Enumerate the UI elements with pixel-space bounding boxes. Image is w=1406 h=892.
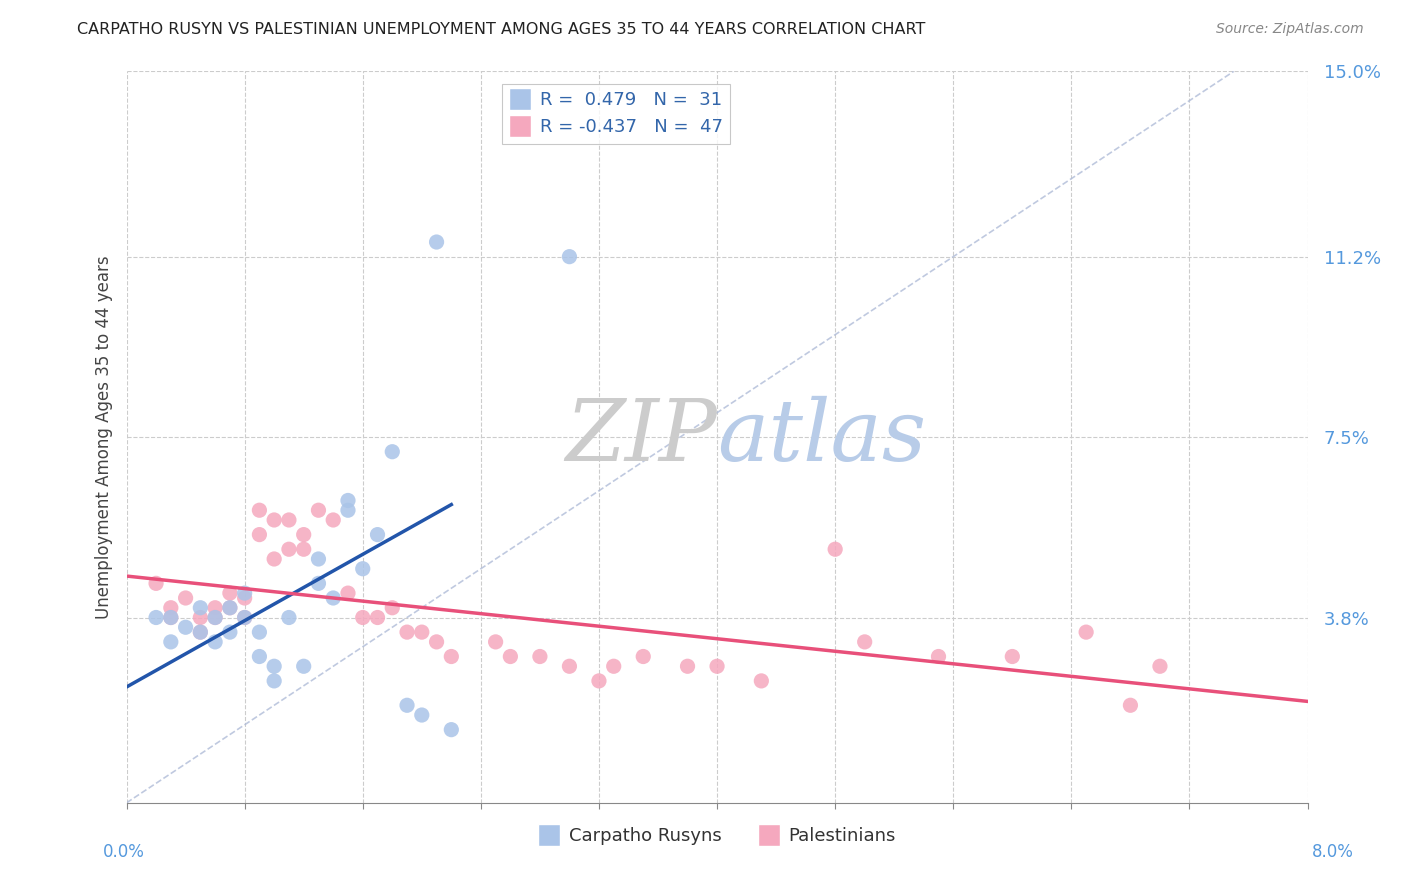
Point: [307, 552, 329, 566]
Point: [381, 444, 404, 458]
Point: [588, 673, 610, 688]
Point: [1149, 659, 1171, 673]
Point: [558, 659, 581, 673]
Point: [529, 649, 551, 664]
Point: [233, 591, 256, 605]
Point: [145, 576, 167, 591]
Point: [706, 659, 728, 673]
Point: [853, 635, 876, 649]
Point: [219, 600, 242, 615]
Point: [160, 610, 183, 624]
Point: [263, 659, 285, 673]
Point: [249, 503, 271, 517]
Point: [558, 250, 581, 264]
Text: Source: ZipAtlas.com: Source: ZipAtlas.com: [1216, 22, 1364, 37]
Point: [263, 673, 285, 688]
Point: [278, 513, 301, 527]
Point: [188, 625, 212, 640]
Point: [396, 698, 419, 713]
Y-axis label: Unemployment Among Ages 35 to 44 years: Unemployment Among Ages 35 to 44 years: [94, 255, 112, 619]
Point: [278, 542, 301, 557]
Point: [440, 723, 463, 737]
Point: [145, 610, 167, 624]
Point: [352, 610, 374, 624]
Point: [337, 586, 360, 600]
Point: [278, 610, 301, 624]
Point: [337, 503, 360, 517]
Point: [367, 527, 389, 541]
Point: [204, 635, 226, 649]
Point: [322, 591, 344, 605]
Point: [292, 542, 315, 557]
Point: [188, 625, 212, 640]
Point: [307, 503, 329, 517]
Point: [219, 586, 242, 600]
Point: [204, 610, 226, 624]
Point: [233, 610, 256, 624]
Point: [263, 513, 285, 527]
Point: [352, 562, 374, 576]
Point: [188, 610, 212, 624]
Point: [367, 610, 389, 624]
Point: [1001, 649, 1024, 664]
Point: [160, 610, 183, 624]
Point: [1076, 625, 1098, 640]
Point: [249, 625, 271, 640]
Point: [263, 552, 285, 566]
Point: [249, 527, 271, 541]
Text: CARPATHO RUSYN VS PALESTINIAN UNEMPLOYMENT AMONG AGES 35 TO 44 YEARS CORRELATION: CARPATHO RUSYN VS PALESTINIAN UNEMPLOYME…: [77, 22, 925, 37]
Point: [1119, 698, 1142, 713]
Point: [174, 591, 197, 605]
Point: [751, 673, 773, 688]
Point: [633, 649, 655, 664]
Point: [160, 635, 183, 649]
Point: [204, 610, 226, 624]
Point: [396, 625, 419, 640]
Point: [160, 600, 183, 615]
Point: [307, 576, 329, 591]
Text: atlas: atlas: [717, 396, 927, 478]
Point: [426, 235, 449, 249]
Point: [233, 586, 256, 600]
Point: [322, 513, 344, 527]
Text: ZIP: ZIP: [565, 396, 717, 478]
Point: [249, 649, 271, 664]
Point: [174, 620, 197, 634]
Point: [499, 649, 522, 664]
Point: [928, 649, 950, 664]
Text: 8.0%: 8.0%: [1312, 843, 1354, 861]
Point: [292, 659, 315, 673]
Point: [603, 659, 626, 673]
Point: [292, 527, 315, 541]
Point: [676, 659, 699, 673]
Text: 0.0%: 0.0%: [103, 843, 145, 861]
Legend: Carpatho Rusyns, Palestinians: Carpatho Rusyns, Palestinians: [531, 820, 903, 852]
Point: [204, 600, 226, 615]
Point: [188, 600, 212, 615]
Point: [411, 625, 433, 640]
Point: [824, 542, 846, 557]
Point: [381, 600, 404, 615]
Point: [337, 493, 360, 508]
Point: [233, 610, 256, 624]
Point: [426, 635, 449, 649]
Point: [440, 649, 463, 664]
Point: [219, 600, 242, 615]
Point: [484, 635, 508, 649]
Point: [411, 708, 433, 723]
Point: [219, 625, 242, 640]
